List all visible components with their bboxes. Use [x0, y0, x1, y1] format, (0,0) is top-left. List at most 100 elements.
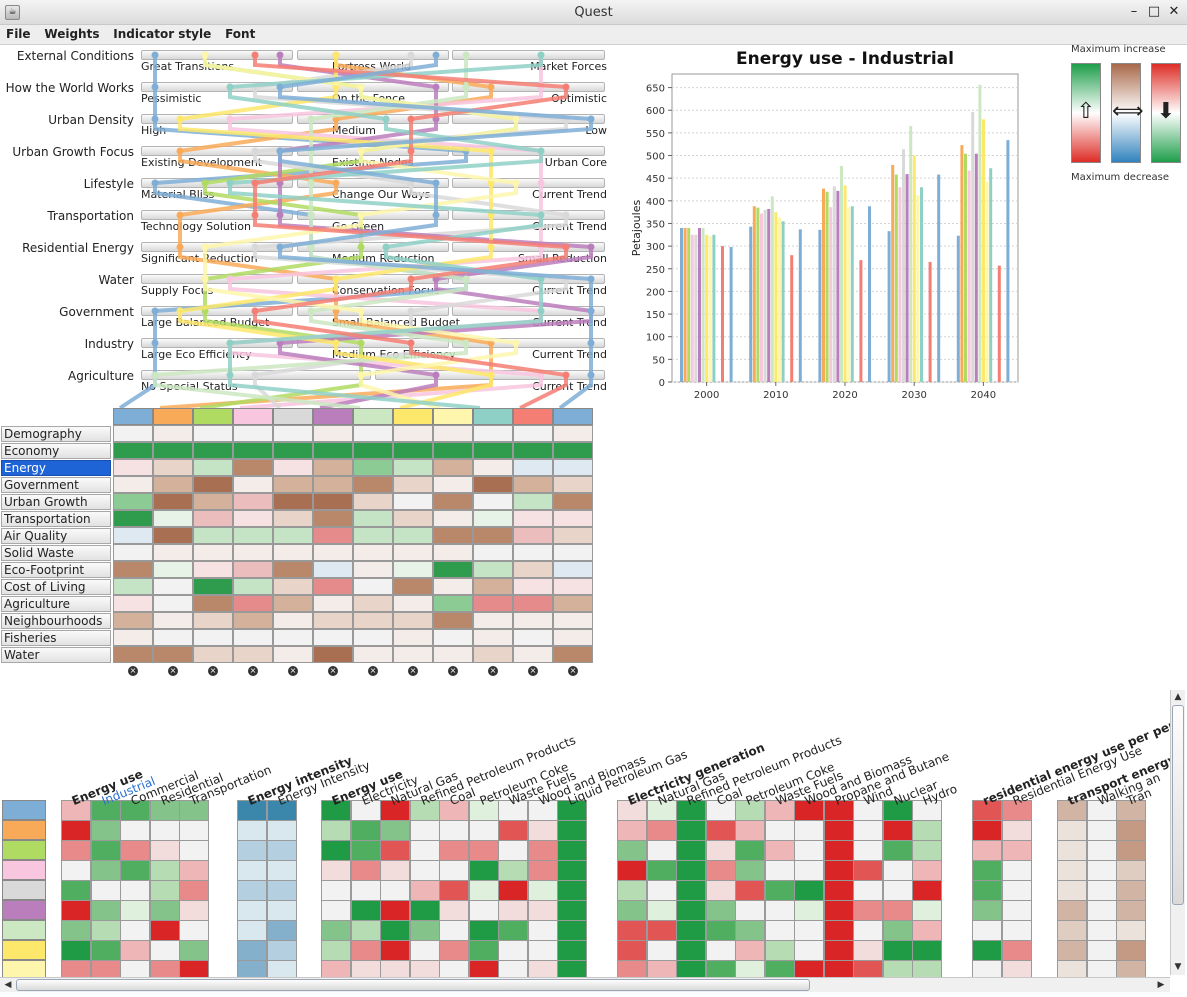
indicator-cell[interactable] — [113, 612, 153, 629]
indicator-detail-cell[interactable] — [705, 920, 736, 941]
indicator-detail-cell[interactable] — [266, 840, 297, 861]
indicator-detail-cell[interactable] — [61, 940, 91, 961]
indicator-cell[interactable] — [273, 459, 313, 476]
indicator-cell[interactable] — [153, 612, 193, 629]
indicator-cell[interactable] — [193, 612, 233, 629]
indicator-detail-cell[interactable] — [468, 960, 499, 977]
indicator-cell[interactable] — [273, 595, 313, 612]
indicator-cell[interactable] — [193, 425, 233, 442]
indicator-cell[interactable] — [233, 442, 273, 459]
indicator-category-button[interactable]: Eco-Footprint — [1, 562, 111, 578]
indicator-cell[interactable] — [233, 612, 273, 629]
indicator-detail-cell[interactable] — [972, 900, 1002, 921]
indicator-detail-cell[interactable] — [794, 920, 824, 941]
indicator-cell[interactable] — [233, 493, 273, 510]
indicator-cell[interactable] — [233, 544, 273, 561]
remove-scenario-icon[interactable]: × — [208, 666, 218, 676]
indicator-detail-cell[interactable] — [120, 960, 150, 977]
indicator-cell[interactable] — [473, 459, 513, 476]
indicator-detail-cell[interactable] — [676, 860, 706, 881]
indicator-cell[interactable] — [193, 595, 233, 612]
indicator-cell[interactable] — [273, 578, 313, 595]
indicator-detail-cell[interactable] — [972, 860, 1002, 881]
indicator-cell[interactable] — [473, 578, 513, 595]
indicator-detail-cell[interactable] — [179, 920, 209, 941]
indicator-detail-cell[interactable] — [266, 960, 297, 977]
indicator-detail-cell[interactable] — [120, 840, 150, 861]
indicator-detail-cell[interactable] — [409, 920, 440, 941]
factor-option-label[interactable]: Current Trend — [532, 284, 607, 297]
indicator-detail-cell[interactable] — [972, 920, 1002, 941]
indicator-cell[interactable] — [393, 459, 433, 476]
indicator-detail-cell[interactable] — [321, 860, 351, 881]
indicator-detail-cell[interactable] — [149, 920, 180, 941]
factor-option-track[interactable] — [297, 82, 449, 92]
indicator-detail-cell[interactable] — [120, 940, 150, 961]
indicator-cell[interactable] — [153, 425, 193, 442]
indicator-cell[interactable] — [553, 595, 593, 612]
indicator-cell[interactable] — [113, 442, 153, 459]
indicator-detail-cell[interactable] — [380, 920, 410, 941]
indicator-detail-cell[interactable] — [764, 940, 795, 961]
indicator-detail-cell[interactable] — [972, 880, 1002, 901]
indicator-cell[interactable] — [273, 544, 313, 561]
indicator-detail-cell[interactable] — [350, 880, 381, 901]
factor-option-track[interactable] — [452, 50, 605, 60]
indicator-detail-cell[interactable] — [350, 960, 381, 977]
factor-option-track[interactable] — [297, 242, 449, 252]
indicator-detail-cell[interactable] — [557, 820, 587, 841]
scenario-color-header[interactable] — [193, 408, 233, 425]
factor-option-label[interactable]: Current Trend — [532, 188, 607, 201]
remove-scenario-icon[interactable]: × — [488, 666, 498, 676]
indicator-cell[interactable] — [113, 425, 153, 442]
remove-scenario-icon[interactable]: × — [368, 666, 378, 676]
indicator-cell[interactable] — [433, 476, 473, 493]
indicator-detail-cell[interactable] — [527, 960, 558, 977]
indicator-detail-cell[interactable] — [527, 820, 558, 841]
indicator-detail-cell[interactable] — [409, 840, 440, 861]
indicator-detail-cell[interactable] — [617, 920, 647, 941]
indicator-detail-cell[interactable] — [90, 920, 121, 941]
factor-option-track[interactable] — [297, 306, 449, 316]
indicator-cell[interactable] — [473, 544, 513, 561]
indicator-detail-cell[interactable] — [321, 960, 351, 977]
indicator-detail-cell[interactable] — [823, 920, 854, 941]
indicator-cell[interactable] — [113, 578, 153, 595]
indicator-cell[interactable] — [513, 510, 553, 527]
indicator-detail-cell[interactable] — [557, 840, 587, 861]
indicator-detail-cell[interactable] — [735, 940, 765, 961]
indicator-cell[interactable] — [553, 612, 593, 629]
indicator-detail-cell[interactable] — [853, 860, 883, 881]
indicator-detail-cell[interactable] — [823, 960, 854, 977]
indicator-detail-cell[interactable] — [120, 900, 150, 921]
remove-scenario-icon[interactable]: × — [528, 666, 538, 676]
indicator-cell[interactable] — [313, 544, 353, 561]
indicator-detail-cell[interactable] — [179, 880, 209, 901]
indicator-cell[interactable] — [393, 544, 433, 561]
indicator-detail-cell[interactable] — [735, 880, 765, 901]
indicator-cell[interactable] — [273, 510, 313, 527]
indicator-cell[interactable] — [353, 459, 393, 476]
indicator-cell[interactable] — [513, 459, 553, 476]
indicator-detail-cell[interactable] — [498, 880, 528, 901]
indicator-detail-cell[interactable] — [882, 920, 913, 941]
indicator-detail-cell[interactable] — [1001, 920, 1032, 941]
indicator-detail-cell[interactable] — [735, 920, 765, 941]
indicator-category-button[interactable]: Cost of Living — [1, 579, 111, 595]
indicator-detail-cell[interactable] — [794, 960, 824, 977]
indicator-detail-cell[interactable] — [646, 920, 677, 941]
indicator-cell[interactable] — [153, 595, 193, 612]
indicator-category-button[interactable]: Government — [1, 477, 111, 493]
indicator-detail-cell[interactable] — [149, 860, 180, 881]
indicator-detail-cell[interactable] — [794, 880, 824, 901]
indicator-detail-cell[interactable] — [882, 960, 913, 977]
scenario-row-swatch[interactable] — [2, 800, 46, 820]
indicator-detail-cell[interactable] — [1116, 920, 1146, 941]
menu-indicator-style[interactable]: Indicator style — [113, 27, 212, 41]
indicator-detail-cell[interactable] — [237, 920, 267, 941]
indicator-cell[interactable] — [313, 510, 353, 527]
indicator-cell[interactable] — [193, 510, 233, 527]
indicator-cell[interactable] — [433, 442, 473, 459]
indicator-detail-cell[interactable] — [853, 940, 883, 961]
indicator-cell[interactable] — [393, 510, 433, 527]
